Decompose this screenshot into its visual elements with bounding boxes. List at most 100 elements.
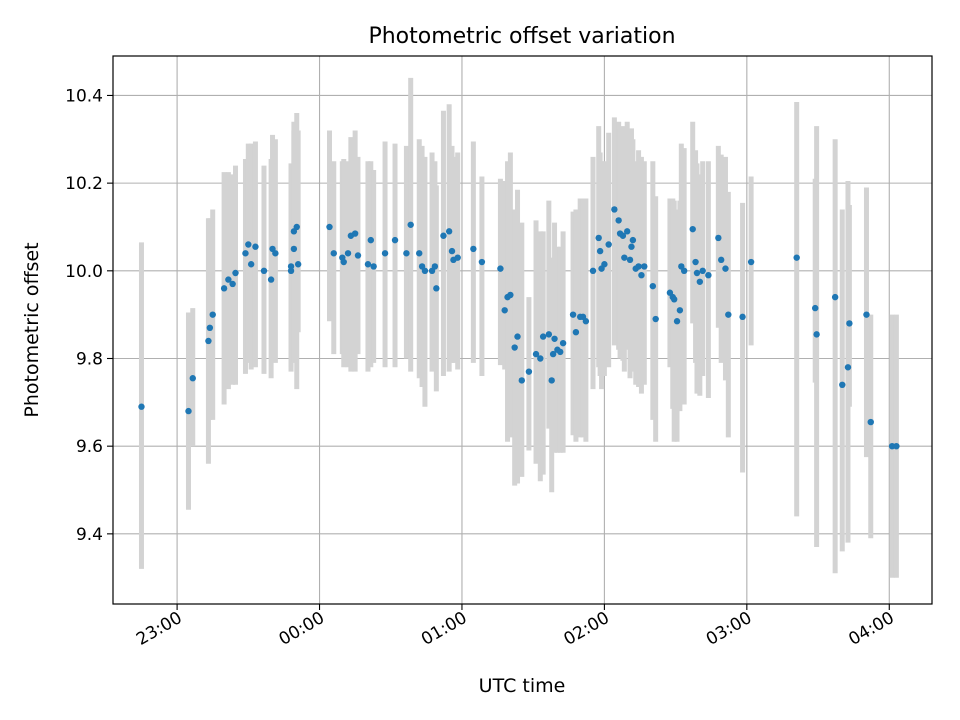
data-point xyxy=(497,265,504,272)
data-point xyxy=(725,311,732,318)
data-point xyxy=(247,261,255,268)
data-point xyxy=(454,254,461,261)
data-point xyxy=(545,331,553,338)
data-point xyxy=(812,304,819,312)
data-point xyxy=(431,263,439,270)
data-point xyxy=(272,250,279,257)
data-point xyxy=(652,315,659,323)
x-tick-label: 23:00 xyxy=(133,608,185,650)
data-point xyxy=(532,350,540,358)
data-point xyxy=(596,247,604,255)
data-point xyxy=(294,261,302,268)
y-tick-label: 9.6 xyxy=(76,437,103,457)
data-point xyxy=(421,267,429,275)
data-point xyxy=(403,250,410,257)
data-point xyxy=(293,223,300,231)
data-point xyxy=(673,318,681,325)
data-point xyxy=(605,241,612,248)
data-point xyxy=(511,344,518,351)
data-point xyxy=(628,243,635,250)
data-point xyxy=(793,254,800,261)
data-point xyxy=(629,236,637,244)
data-point xyxy=(693,269,701,277)
data-point xyxy=(589,267,597,275)
data-point xyxy=(621,254,628,261)
x-axis-label: UTC time xyxy=(479,675,566,697)
data-points xyxy=(138,206,900,450)
data-point xyxy=(747,258,755,266)
data-point xyxy=(615,217,622,224)
data-point xyxy=(739,313,746,321)
data-point xyxy=(518,377,525,384)
data-point xyxy=(189,375,196,382)
data-point xyxy=(863,311,870,318)
data-point xyxy=(381,250,389,257)
data-point xyxy=(831,293,839,301)
data-point xyxy=(569,311,577,318)
x-tick-label: 02:00 xyxy=(560,608,612,650)
data-point xyxy=(287,267,295,275)
data-point xyxy=(635,263,642,270)
data-point xyxy=(138,403,145,410)
data-point xyxy=(619,232,627,239)
x-tick-label: 03:00 xyxy=(703,608,755,650)
data-point xyxy=(715,234,722,242)
data-point xyxy=(626,256,634,264)
data-point xyxy=(696,278,704,285)
data-point xyxy=(209,311,216,318)
x-axis-ticks: 23:00 00:00 01:00 02:00 03:00 04:00 xyxy=(133,604,898,650)
data-point xyxy=(595,234,602,242)
data-point xyxy=(252,243,259,250)
data-point xyxy=(232,269,239,277)
data-point xyxy=(676,307,684,314)
data-point xyxy=(287,263,295,270)
data-point xyxy=(670,296,678,303)
data-point xyxy=(478,258,486,266)
data-point xyxy=(557,348,564,356)
data-point xyxy=(267,276,275,283)
data-point xyxy=(525,368,533,375)
data-point xyxy=(548,377,555,384)
plot-frame xyxy=(112,55,933,605)
data-point xyxy=(699,267,706,275)
data-point xyxy=(340,258,347,266)
data-point xyxy=(551,335,558,342)
data-point xyxy=(344,250,352,257)
y-tick-label: 10.0 xyxy=(65,262,103,282)
y-axis-label: Photometric offset xyxy=(21,242,43,417)
data-point xyxy=(514,333,521,340)
data-point xyxy=(242,250,249,257)
data-point xyxy=(205,337,212,345)
data-point xyxy=(582,318,590,325)
y-axis-ticks: 9.4 9.6 9.8 10.0 10.2 10.4 xyxy=(65,86,113,545)
data-point xyxy=(206,324,214,332)
data-point xyxy=(225,276,232,283)
x-tick-label: 00:00 xyxy=(276,608,328,650)
data-point xyxy=(813,331,820,338)
data-point xyxy=(722,265,729,272)
x-tick-label: 01:00 xyxy=(418,608,470,650)
data-point xyxy=(229,280,236,288)
data-point xyxy=(440,232,447,239)
data-point xyxy=(354,252,362,259)
data-point xyxy=(867,418,874,426)
data-point xyxy=(692,258,699,266)
data-point xyxy=(839,381,846,388)
data-point xyxy=(641,263,648,270)
data-point xyxy=(326,223,333,231)
y-tick-label: 9.4 xyxy=(76,525,103,545)
data-point xyxy=(407,221,414,228)
data-point xyxy=(367,236,375,244)
data-point xyxy=(559,339,567,347)
data-point xyxy=(370,263,377,270)
data-point xyxy=(611,206,618,213)
data-point xyxy=(601,261,608,268)
data-point xyxy=(185,407,192,415)
data-point xyxy=(470,245,477,253)
data-point xyxy=(680,267,688,275)
data-point xyxy=(846,320,853,327)
data-point xyxy=(572,328,580,336)
data-point xyxy=(689,225,696,233)
chart-title: Photometric offset variation xyxy=(368,24,675,49)
